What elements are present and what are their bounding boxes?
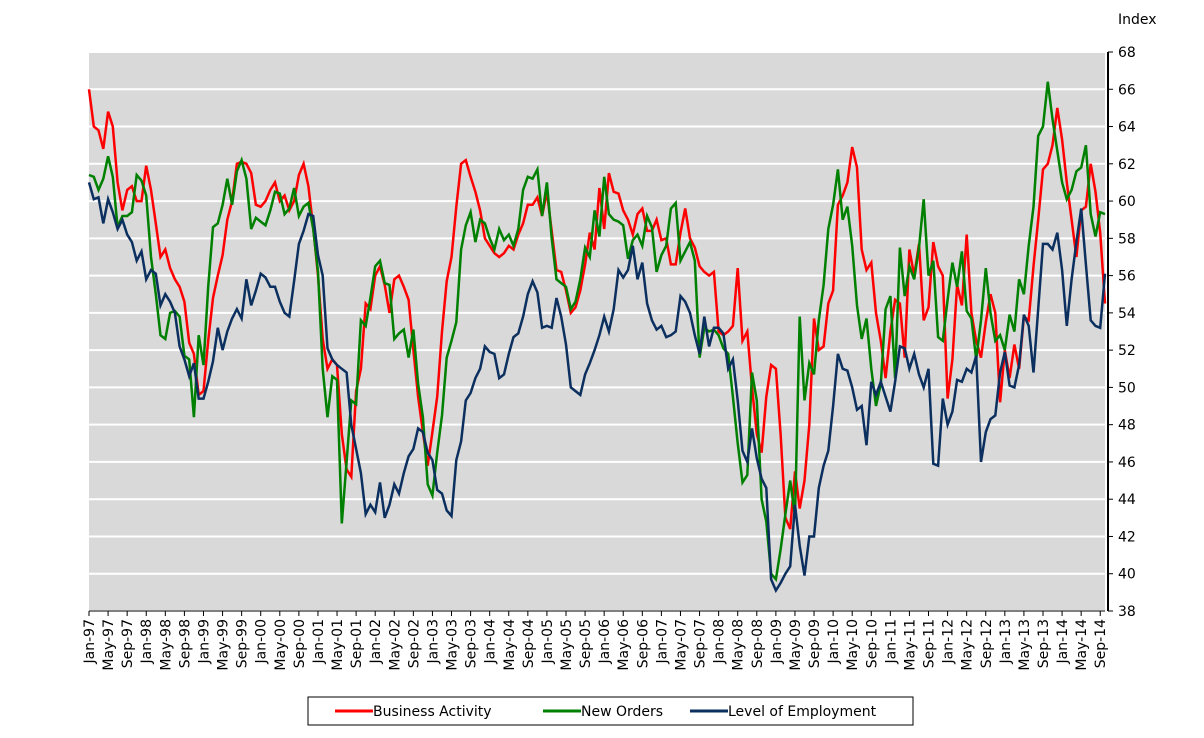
x-tick-label: Jan-12: [941, 619, 957, 664]
legend-label: Business Activity: [373, 704, 492, 720]
y-tick-label: 42: [1118, 529, 1136, 545]
x-tick-label: May-12: [960, 619, 976, 671]
y-tick-label: 56: [1118, 269, 1136, 285]
legend: [307, 696, 914, 726]
x-tick-label: Jan-99: [196, 619, 212, 664]
x-tick-label: Sep-02: [406, 619, 422, 668]
x-tick-label: Jan-10: [826, 619, 842, 664]
x-tick-label: Sep-98: [177, 619, 193, 668]
x-tick-label: Sep-97: [120, 619, 136, 668]
x-tick-label: Sep-00: [292, 619, 308, 668]
x-tick-label: Jan-04: [483, 619, 499, 665]
y-axis-title: Index: [1118, 12, 1157, 28]
y-tick-label: 60: [1118, 194, 1136, 210]
x-tick-label: Jan-98: [139, 619, 155, 664]
x-tick-label: Jan-11: [883, 619, 899, 664]
x-tick-label: May-02: [387, 619, 403, 671]
y-tick-label: 66: [1118, 82, 1136, 98]
x-tick-label: Sep-14: [1093, 619, 1109, 668]
y-tick-label: 62: [1118, 157, 1136, 173]
x-tick-label: Sep-05: [578, 619, 594, 668]
x-tick-label: May-08: [731, 619, 747, 671]
x-tick-label: Jan-00: [254, 619, 270, 664]
x-tick-label: May-06: [616, 619, 632, 671]
legend-label: Level of Employment: [728, 704, 877, 720]
x-tick-label: Sep-08: [750, 619, 766, 668]
x-tick-label: Sep-06: [635, 619, 651, 668]
x-tick-label: May-99: [216, 619, 232, 671]
y-tick-label: 38: [1118, 604, 1136, 620]
x-tick-label: Jan-06: [597, 619, 613, 665]
x-tick-label: Jan-01: [311, 619, 327, 664]
x-tick-label: Jan-02: [368, 619, 384, 664]
x-tick-label: Sep-12: [979, 619, 995, 668]
x-tick-label: May-07: [673, 619, 689, 671]
x-tick-label: Jan-14: [1055, 619, 1071, 665]
x-tick-label: May-11: [902, 619, 918, 671]
y-tick-label: 54: [1118, 306, 1136, 322]
x-tick-label: May-04: [502, 619, 518, 671]
x-tick-label: Sep-04: [521, 619, 537, 668]
x-tick-label: Sep-01: [349, 619, 365, 668]
x-tick-label: Sep-11: [922, 619, 938, 668]
x-tick-label: Sep-13: [1036, 619, 1052, 668]
y-tick-label: 58: [1118, 231, 1136, 247]
x-tick-label: Sep-99: [235, 619, 251, 668]
x-tick-label: May-01: [330, 619, 346, 671]
series-line: [88, 81, 1106, 583]
x-tick-label: May-09: [788, 619, 804, 671]
x-tick-label: May-14: [1074, 619, 1090, 671]
y-tick-label: 64: [1118, 120, 1136, 136]
legend-label: New Orders: [581, 704, 663, 720]
x-tick-label: Jan-08: [712, 619, 728, 664]
y-tick-label: 48: [1118, 418, 1136, 434]
y-tick-label: 50: [1118, 380, 1136, 396]
plot-area: [89, 52, 1105, 611]
series-line: [87, 182, 1107, 594]
y-tick-label: 52: [1118, 343, 1136, 359]
x-tick-label: Sep-09: [807, 619, 823, 668]
x-tick-label: Sep-07: [693, 619, 709, 668]
x-tick-label: Jan-05: [540, 619, 556, 664]
x-tick-label: May-03: [445, 619, 461, 671]
x-tick-label: May-10: [845, 619, 861, 671]
x-tick-label: May-13: [1017, 619, 1033, 671]
y-tick-label: 68: [1118, 45, 1136, 61]
y-tick-label: 46: [1118, 455, 1136, 471]
y-tick-label: 40: [1118, 567, 1136, 583]
x-tick-label: May-97: [101, 619, 117, 671]
y-tick-label: 44: [1118, 492, 1136, 508]
x-tick-label: May-05: [559, 619, 575, 671]
x-tick-label: Jan-13: [998, 619, 1014, 664]
x-tick-label: May-00: [273, 619, 289, 671]
x-tick-label: Jan-07: [654, 619, 670, 664]
x-tick-label: Jan-09: [769, 619, 785, 664]
x-tick-label: Jan-97: [82, 619, 98, 664]
x-tick-label: May-98: [158, 619, 174, 671]
x-tick-label: Jan-03: [425, 619, 441, 664]
x-tick-label: Sep-10: [864, 619, 880, 668]
x-tick-label: Sep-03: [464, 619, 480, 668]
